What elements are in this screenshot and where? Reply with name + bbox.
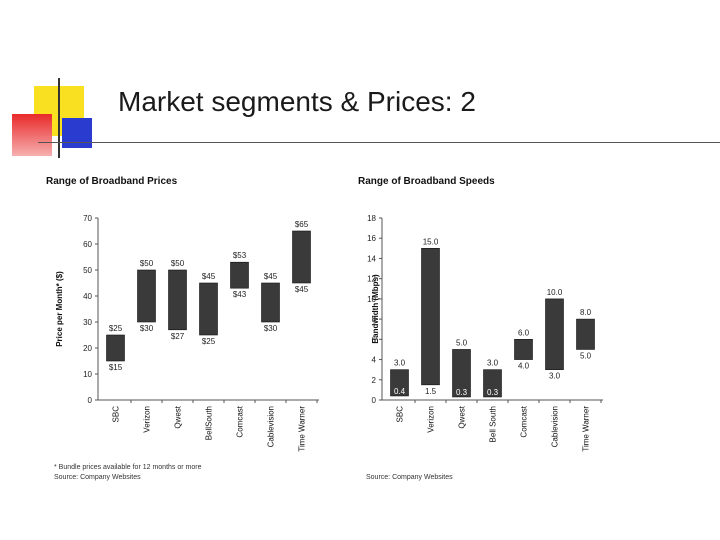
accent-square-blue: [62, 118, 92, 148]
y-tick-label: 60: [83, 240, 92, 249]
range-bar: [545, 298, 564, 370]
high-value-label: 3.0: [394, 359, 406, 368]
category-label: Cablevision: [267, 406, 276, 447]
high-value-label: 8.0: [580, 308, 592, 317]
low-value-label: $15: [109, 363, 123, 372]
low-value-label: 4.0: [518, 362, 530, 371]
category-label: SBC: [112, 406, 121, 423]
y-tick-label: 20: [83, 344, 92, 353]
y-tick-label: 6: [372, 335, 377, 344]
low-value-label: 0.4: [394, 387, 406, 396]
speeds-source: Source: Company Websites: [366, 474, 453, 481]
prices-source: Source: Company Websites: [54, 474, 141, 481]
y-tick-label: 2: [372, 376, 377, 385]
high-value-label: $45: [264, 272, 278, 281]
low-value-label: 5.0: [580, 351, 592, 360]
high-value-label: $25: [109, 324, 123, 333]
category-label: BellSouth: [205, 406, 214, 440]
category-label: Comcast: [520, 405, 529, 437]
range-bar: [261, 282, 280, 323]
low-value-label: $43: [233, 290, 247, 299]
category-label: Qwest: [174, 405, 183, 428]
low-value-label: $27: [171, 332, 185, 341]
slide-title: Market segments & Prices: 2: [118, 86, 476, 117]
high-value-label: $53: [233, 251, 247, 260]
category-label: Time Warner: [582, 406, 591, 452]
category-label: Time Warner: [298, 406, 307, 452]
low-value-label: $45: [295, 285, 309, 294]
range-bar: [168, 269, 187, 331]
category-label: Bell South: [489, 406, 498, 442]
range-bar: [514, 339, 533, 360]
high-value-label: 3.0: [487, 359, 499, 368]
high-value-label: 10.0: [547, 288, 563, 297]
y-tick-label: 14: [367, 254, 376, 263]
range-bar: [292, 230, 311, 284]
y-tick-label: 50: [83, 266, 92, 275]
y-tick-label: 16: [367, 234, 376, 243]
high-value-label: 5.0: [456, 338, 468, 347]
y-tick-label: 30: [83, 318, 92, 327]
category-label: Verizon: [143, 406, 152, 433]
high-value-label: 15.0: [423, 237, 439, 246]
category-label: Comcast: [236, 405, 245, 437]
y-tick-label: 10: [83, 370, 92, 379]
y-axis-title: Bandwidth (Mbps): [371, 274, 380, 344]
speeds-chart-title: Range of Broadband Speeds: [358, 176, 495, 187]
low-value-label: $30: [264, 324, 278, 333]
prices-chart: Price per Month* ($) 0 10 20 30 40 50 60 70 SBC $2…: [55, 214, 319, 452]
low-value-label: 0.3: [487, 388, 499, 397]
low-value-label: 3.0: [549, 372, 561, 381]
range-bar: [421, 248, 440, 386]
low-value-label: $30: [140, 324, 154, 333]
y-tick-label: 0: [372, 396, 377, 405]
speeds-chart: Bandwidth (Mbps) 0 2 4 6 8 10 12 14 16 18 SBC 3.0 0.4…: [367, 214, 603, 452]
prices-footnote: * Bundle prices available for 12 months …: [54, 464, 202, 471]
high-value-label: $65: [295, 220, 309, 229]
accent-vertical-line: [58, 78, 60, 158]
category-label: Qwest: [458, 405, 467, 428]
y-tick-label: 10: [367, 295, 376, 304]
y-tick-label: 70: [83, 214, 92, 223]
range-bar: [199, 282, 218, 336]
high-value-label: $45: [202, 272, 216, 281]
accent-horizontal-line: [38, 142, 720, 143]
y-tick-label: 18: [367, 214, 376, 223]
y-tick-label: 40: [83, 292, 92, 301]
range-bar: [106, 334, 125, 362]
range-bar: [230, 261, 249, 289]
low-value-label: 0.3: [456, 388, 468, 397]
range-bar: [576, 318, 595, 350]
category-label: Cablevision: [551, 406, 560, 447]
high-value-label: $50: [140, 259, 154, 268]
accent-square-red: [12, 114, 52, 156]
range-bar: [452, 349, 471, 398]
high-value-label: 6.0: [518, 328, 530, 337]
y-tick-label: 0: [88, 396, 93, 405]
prices-chart-title: Range of Broadband Prices: [46, 176, 178, 187]
y-tick-label: 8: [372, 315, 377, 324]
high-value-label: $50: [171, 259, 185, 268]
y-tick-label: 4: [372, 356, 377, 365]
y-axis-title: Price per Month* ($): [55, 271, 64, 347]
y-tick-label: 12: [367, 275, 376, 284]
range-bar: [390, 369, 409, 397]
range-bar: [483, 369, 502, 398]
low-value-label: $25: [202, 337, 216, 346]
category-label: Verizon: [427, 406, 436, 433]
range-bar: [137, 269, 156, 323]
low-value-label: 1.5: [425, 387, 437, 396]
category-label: SBC: [396, 406, 405, 423]
